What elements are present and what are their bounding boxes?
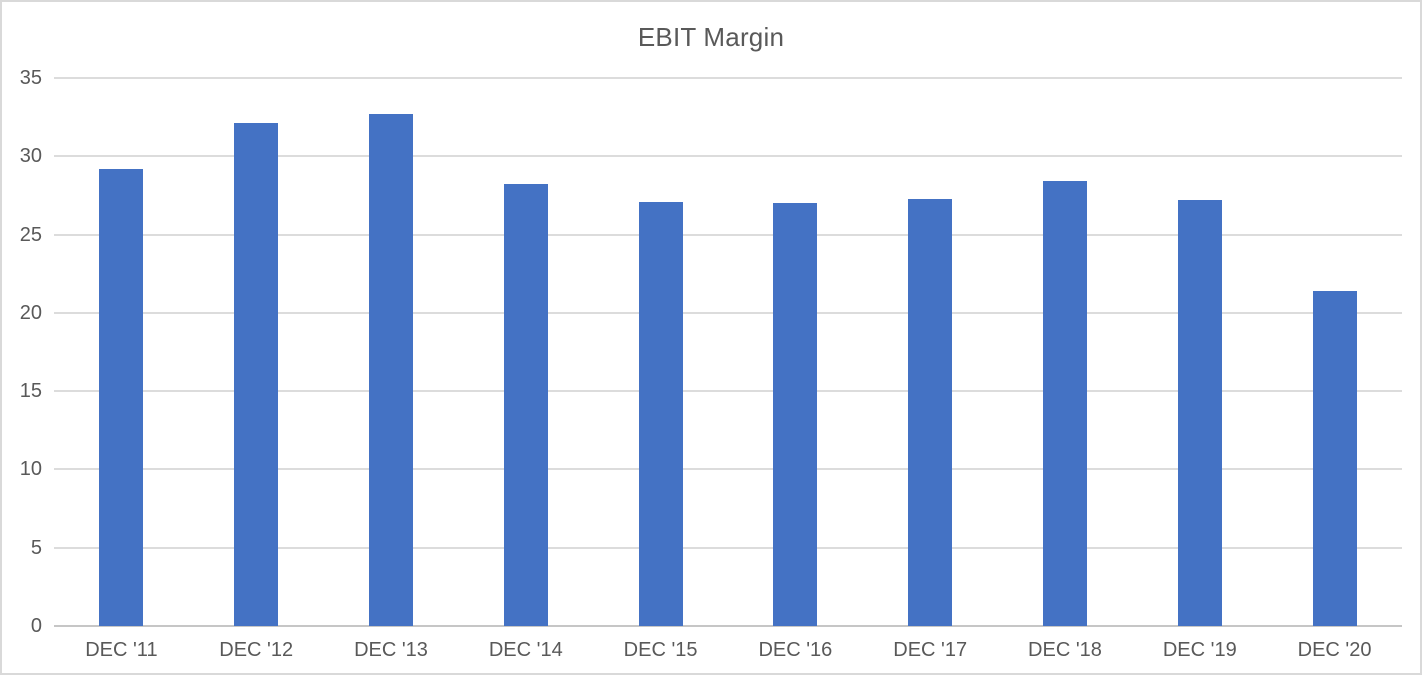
bar-dec-11	[99, 168, 144, 626]
bar-slot	[863, 78, 998, 626]
gridline-20	[54, 311, 1402, 314]
gridline-30	[54, 155, 1402, 158]
bar-slot	[998, 78, 1133, 626]
y-tick-label-0: 0	[30, 615, 42, 637]
bar-slot	[324, 78, 459, 626]
bar-slot	[458, 78, 593, 626]
x-tick-label: DEC '20	[1297, 639, 1372, 661]
y-axis-labels: 0 5 10 15 20 25 30 35	[2, 67, 42, 637]
x-tick-label: DEC '14	[488, 639, 563, 661]
bar-slot	[1267, 78, 1402, 626]
x-tick-label: DEC '19	[1162, 639, 1237, 661]
y-tick-label-5: 5	[30, 536, 42, 559]
bar-dec-17	[908, 198, 953, 626]
x-tick-label: DEC '16	[758, 639, 833, 661]
bar-dec-15	[638, 201, 683, 626]
bar-slot	[189, 78, 324, 626]
bar-slot	[593, 78, 728, 626]
bar-slot	[728, 78, 863, 626]
x-tick-label: DEC '18	[1028, 639, 1102, 661]
x-tick-label: DEC '12	[219, 639, 294, 661]
gridline-10	[54, 468, 1402, 471]
x-tick-label: DEC '15	[623, 639, 698, 661]
chart-title: EBIT Margin	[637, 22, 785, 52]
x-tick-label: DEC '11	[85, 639, 158, 661]
bar-dec-13	[368, 114, 413, 626]
plot-area	[54, 77, 1402, 627]
y-tick-label-25: 25	[19, 223, 42, 246]
gridline-25	[54, 233, 1402, 236]
y-tick-label-30: 30	[19, 145, 42, 168]
bar-dec-12	[234, 123, 279, 626]
y-tick-label-10: 10	[19, 458, 42, 481]
x-tick-label: DEC '13	[354, 639, 428, 661]
y-tick-label-20: 20	[19, 301, 42, 324]
bar-slot	[54, 78, 189, 626]
bar-series	[54, 78, 1402, 626]
bar-dec-18	[1042, 181, 1087, 626]
bar-dec-14	[503, 184, 548, 626]
x-axis-labels: DEC '11 DEC '12 DEC '13 DEC '14 DEC '15 DEC '…	[54, 638, 1402, 662]
y-tick-label-35: 35	[19, 67, 42, 89]
y-tick-label-15: 15	[19, 380, 42, 403]
bar-slot	[1132, 78, 1267, 626]
gridline-15	[54, 390, 1402, 393]
bar-dec-16	[773, 203, 818, 626]
gridlines	[54, 77, 1402, 627]
bar-dec-20	[1312, 290, 1357, 626]
bar-dec-19	[1177, 200, 1222, 626]
x-axis-line	[54, 625, 1402, 627]
gridline-35	[54, 77, 1402, 79]
x-tick-label: DEC '17	[893, 639, 968, 661]
gridline-5	[54, 546, 1402, 549]
